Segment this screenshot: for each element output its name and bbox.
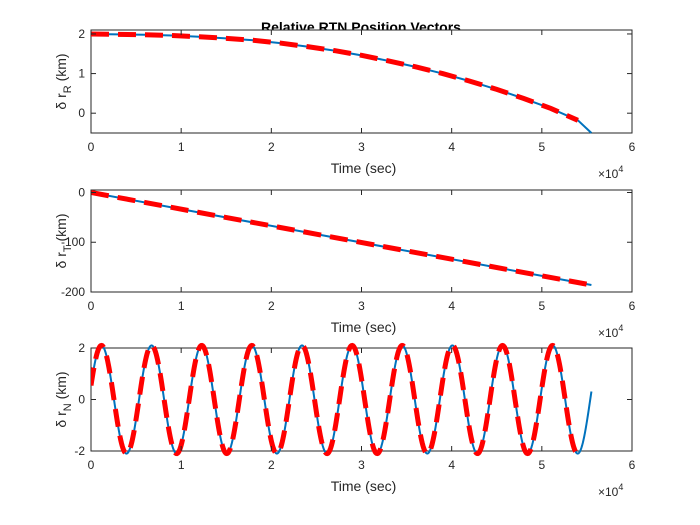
y-tick-label: 0 [78,393,85,407]
y-axis-label: δ rN (km) [53,371,74,427]
y-axis-label: δ rR (km) [53,53,74,109]
x-tick-label: 6 [629,458,636,472]
x-exponent-label: ×104 [598,164,623,181]
x-exponent-label: ×104 [598,482,623,499]
x-tick-label: 5 [538,458,545,472]
x-tick-label: 3 [358,458,365,472]
x-tick-label: 1 [178,140,185,154]
x-tick-label: 6 [629,299,636,313]
x-tick-label: 4 [448,140,455,154]
x-tick-label: 0 [88,299,95,313]
y-tick-label: 2 [78,341,85,355]
y-tick-label: -2 [74,444,85,458]
estimate-line [91,190,592,288]
x-tick-label: 1 [178,458,185,472]
x-tick-label: 5 [538,299,545,313]
x-tick-label: 4 [448,458,455,472]
x-tick-label: 4 [448,299,455,313]
x-tick-label: 2 [268,140,275,154]
x-tick-label: 2 [268,299,275,313]
x-tick-label: 1 [178,299,185,313]
y-tick-label: 2 [78,27,85,41]
panel-1: 0 1 2 3 4 5 6 0 1 2 Time (sec) ×104 δ rR (km) [53,27,636,181]
x-tick-label: 2 [268,458,275,472]
x-tick-label: 0 [88,458,95,472]
x-exponent-label: ×104 [598,323,623,340]
x-axis-label: Time (sec) [331,160,397,176]
y-tick-label: 0 [78,185,85,199]
y-tick-label: 0 [78,106,85,120]
y-tick-label: 1 [78,67,85,81]
x-tick-label: 5 [538,140,545,154]
panel-2: 0 1 2 3 4 5 6 0 -100 -200 Time (sec) ×104 δ rT (km) [53,185,636,340]
axes-box [90,29,633,134]
x-tick-label: 6 [629,140,636,154]
x-tick-label: 3 [358,299,365,313]
x-tick-label: 3 [358,140,365,154]
y-tick-label: -200 [61,285,85,299]
x-axis-label: Time (sec) [331,319,397,335]
estimate-line [91,342,579,457]
y-axis-label: δ rT (km) [53,214,74,269]
y-tick-label: -100 [61,235,85,249]
estimate-line [91,31,579,123]
x-axis-label: Time (sec) [331,478,397,494]
x-tick-label: 0 [88,140,95,154]
